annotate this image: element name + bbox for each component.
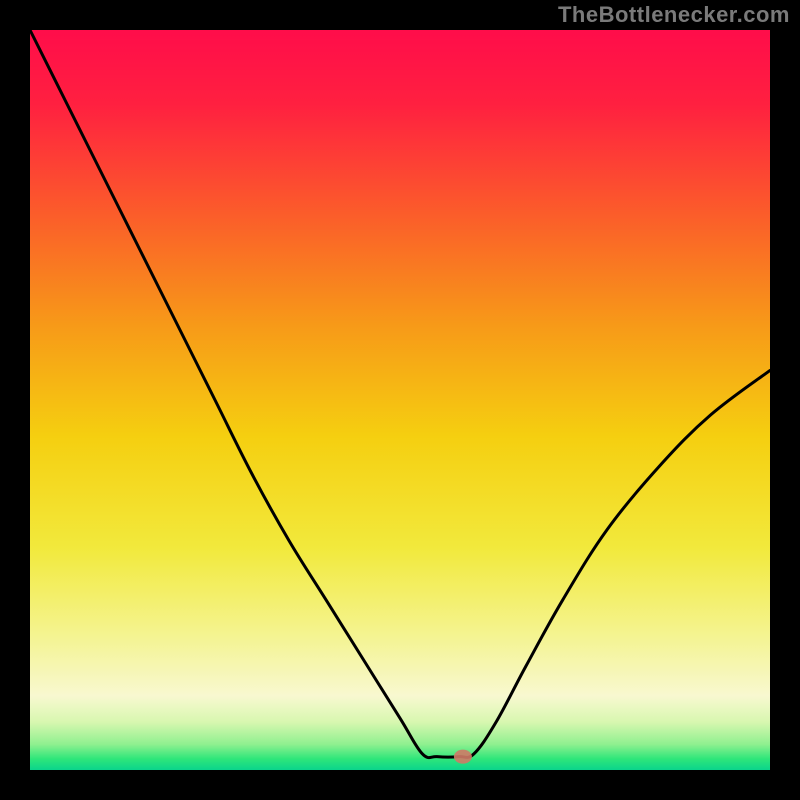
- bottleneck-chart: [0, 0, 800, 800]
- chart-container: { "watermark": { "text": "TheBottlenecke…: [0, 0, 800, 800]
- watermark-text: TheBottlenecker.com: [558, 2, 790, 28]
- optimal-point-marker: [454, 750, 472, 764]
- plot-background: [30, 30, 770, 770]
